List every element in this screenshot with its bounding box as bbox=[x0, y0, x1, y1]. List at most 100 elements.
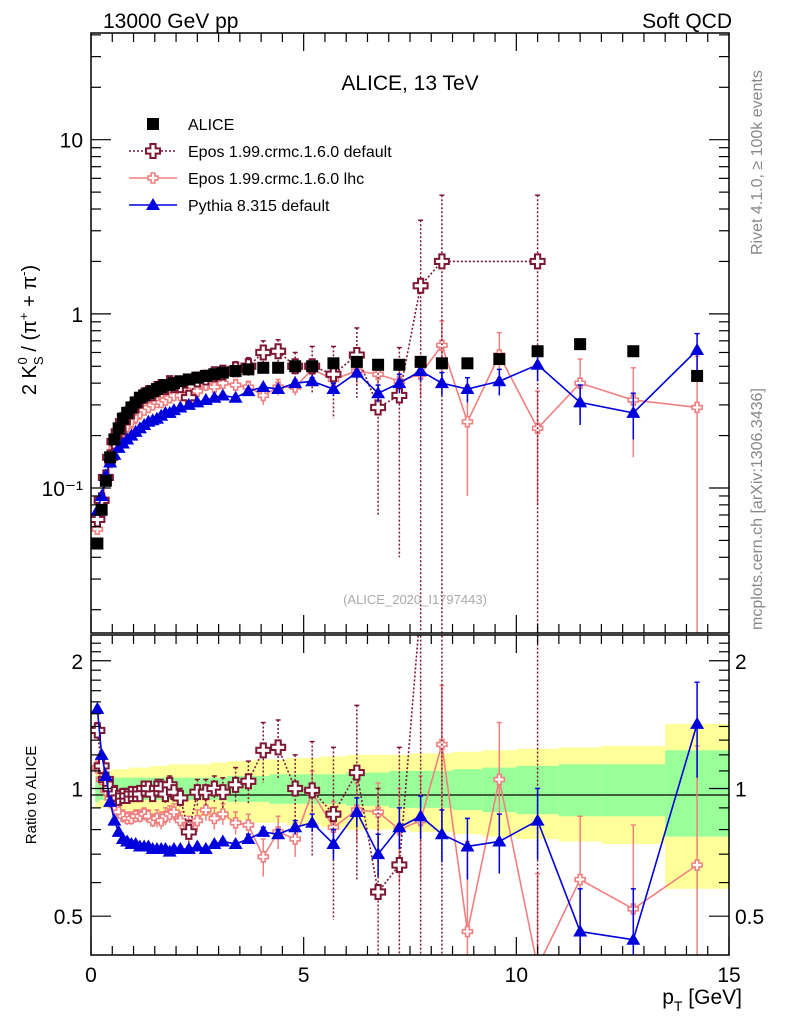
data-point bbox=[91, 701, 105, 714]
data-point bbox=[198, 841, 213, 854]
data-point bbox=[627, 345, 640, 358]
svg-text:pT [GeV]: pT [GeV] bbox=[662, 986, 742, 1014]
header-right: Soft QCD bbox=[642, 10, 732, 33]
ratio-y-label: Ratio to ALICE bbox=[23, 746, 40, 844]
data-point bbox=[533, 962, 543, 972]
data-point bbox=[270, 739, 287, 756]
data-point bbox=[271, 382, 286, 395]
y-tick-label: 10⁻¹ bbox=[42, 478, 83, 501]
main-data-layer bbox=[91, 194, 705, 633]
stat-uncertainty-band bbox=[184, 777, 194, 800]
data-point bbox=[414, 355, 427, 368]
y-tick-label: 1 bbox=[71, 304, 83, 327]
data-point bbox=[216, 366, 229, 379]
data-point bbox=[256, 380, 271, 393]
data-point bbox=[94, 488, 109, 501]
data-point bbox=[112, 422, 125, 435]
data-point bbox=[573, 395, 588, 408]
data-point bbox=[626, 932, 641, 945]
stat-uncertainty-band bbox=[116, 777, 121, 800]
data-point bbox=[325, 366, 342, 383]
data-point bbox=[257, 361, 270, 374]
data-point bbox=[434, 827, 449, 840]
x-tick-label: 15 bbox=[717, 964, 740, 987]
data-point bbox=[208, 812, 221, 825]
legend-label: Epos 1.99.crmc.1.6.0 default bbox=[188, 144, 392, 161]
data-point bbox=[241, 832, 256, 845]
legend-marker bbox=[146, 198, 160, 210]
data-point bbox=[413, 363, 428, 376]
data-point bbox=[257, 389, 270, 402]
data-point bbox=[433, 253, 450, 270]
legend-marker bbox=[147, 118, 159, 130]
data-point bbox=[691, 401, 703, 414]
data-point bbox=[325, 806, 342, 823]
data-point bbox=[493, 773, 506, 786]
y-tick-label-right: 0.5 bbox=[735, 906, 764, 929]
data-point bbox=[229, 816, 242, 829]
data-point bbox=[172, 789, 189, 806]
y-tick-label: 1 bbox=[71, 778, 83, 801]
data-point bbox=[391, 387, 408, 404]
y-tick-label: 10 bbox=[60, 130, 83, 153]
data-point bbox=[370, 884, 387, 901]
data-point bbox=[270, 343, 287, 360]
data-point bbox=[370, 399, 387, 416]
data-point bbox=[217, 808, 229, 820]
data-point bbox=[461, 925, 474, 938]
data-point bbox=[349, 805, 364, 818]
data-point bbox=[304, 782, 321, 799]
data-point bbox=[214, 784, 231, 801]
data-point bbox=[255, 344, 272, 361]
data-point bbox=[393, 358, 406, 371]
analysis-watermark: (ALICE_2020_I1797443) bbox=[343, 592, 487, 607]
data-point bbox=[326, 382, 341, 395]
data-point bbox=[98, 768, 113, 781]
data-point bbox=[94, 747, 109, 760]
data-point bbox=[531, 345, 544, 358]
data-point bbox=[289, 360, 302, 373]
stat-uncertainty-band bbox=[601, 764, 666, 817]
data-point bbox=[372, 358, 385, 371]
data-point bbox=[371, 386, 386, 399]
data-point bbox=[461, 415, 474, 428]
main-plot: 10 1 10⁻¹ ALICE, 13 TeV (ALICE_2020_I17974… bbox=[15, 32, 730, 634]
data-point bbox=[371, 847, 386, 860]
data-point bbox=[372, 806, 384, 818]
legend: ALICE Epos 1.99.crmc.1.6.0 default Epos 1.… bbox=[129, 117, 392, 215]
stat-uncertainty-band bbox=[452, 769, 483, 810]
data-point bbox=[227, 776, 244, 793]
data-point bbox=[574, 377, 586, 389]
data-point bbox=[95, 503, 108, 516]
data-point bbox=[574, 338, 587, 351]
data-point bbox=[91, 722, 106, 739]
header-left: 13000 GeV pp bbox=[103, 10, 238, 33]
svg-text:2 KS0 / (π+ + π-): 2 KS0 / (π+ + π-) bbox=[15, 265, 46, 395]
data-point bbox=[412, 277, 429, 294]
data-point bbox=[215, 388, 230, 401]
legend-marker bbox=[145, 143, 161, 159]
data-point bbox=[103, 794, 118, 807]
legend-label: ALICE bbox=[188, 117, 234, 134]
data-point bbox=[108, 433, 121, 446]
ratio-ticks: 2 2 1 1 0.5 0.5 0 5 10 15 bbox=[54, 635, 764, 987]
data-point bbox=[228, 836, 243, 849]
data-point bbox=[436, 339, 448, 352]
data-point bbox=[242, 819, 255, 831]
y-tick-label: 0.5 bbox=[54, 906, 83, 929]
series-line bbox=[96, 343, 698, 530]
data-point bbox=[460, 839, 475, 852]
ratio-data-layer bbox=[91, 635, 705, 972]
data-point bbox=[215, 834, 230, 847]
stat-uncertainty-band bbox=[558, 764, 602, 817]
data-point bbox=[434, 376, 449, 389]
data-point bbox=[174, 814, 187, 827]
data-point bbox=[241, 384, 256, 397]
data-point bbox=[327, 357, 340, 370]
data-point bbox=[461, 357, 474, 370]
data-point bbox=[168, 806, 180, 818]
data-point bbox=[228, 390, 243, 403]
data-point bbox=[272, 361, 285, 374]
data-point bbox=[691, 859, 703, 871]
